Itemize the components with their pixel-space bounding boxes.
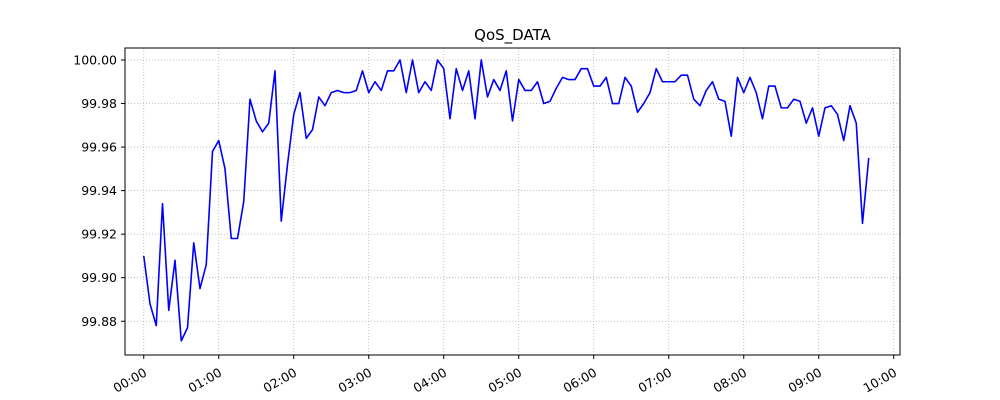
x-axis-ticks: 00:00 01:00 02:00 03:00 04:00 05:00 06:00 07:00…: [111, 355, 900, 396]
y-tick-label: 99.88: [81, 314, 117, 329]
chart-title: QoS_DATA: [474, 26, 551, 45]
y-tick-label: 99.92: [81, 227, 117, 242]
y-tick-label: 99.96: [81, 140, 117, 155]
x-tick-label: 01:00: [186, 365, 225, 396]
x-tick-label: 03:00: [336, 365, 375, 396]
x-tick-label: 06:00: [561, 365, 600, 396]
plot-frame: [124, 47, 901, 356]
x-tick-label: 09:00: [786, 365, 825, 396]
y-tick-label: 100.00: [73, 52, 117, 67]
x-tick-label: 07:00: [636, 365, 675, 396]
grid-lines: [125, 48, 900, 355]
x-tick-label: 10:00: [861, 365, 900, 396]
y-tick-label: 99.98: [81, 96, 117, 111]
x-tick-label: 02:00: [261, 365, 300, 396]
x-tick-label: 08:00: [711, 365, 750, 396]
series-group: [142, 59, 870, 342]
y-axis-ticks: 99.88 99.90 99.92 99.94 99.96 99.98 100.00: [73, 52, 125, 329]
x-tick-label: 00:00: [111, 365, 150, 396]
y-tick-label: 99.90: [81, 270, 117, 285]
x-tick-label: 05:00: [486, 365, 525, 396]
series-line-qos: [142, 59, 870, 342]
y-tick-label: 99.94: [81, 183, 117, 198]
x-tick-label: 04:00: [411, 365, 450, 396]
